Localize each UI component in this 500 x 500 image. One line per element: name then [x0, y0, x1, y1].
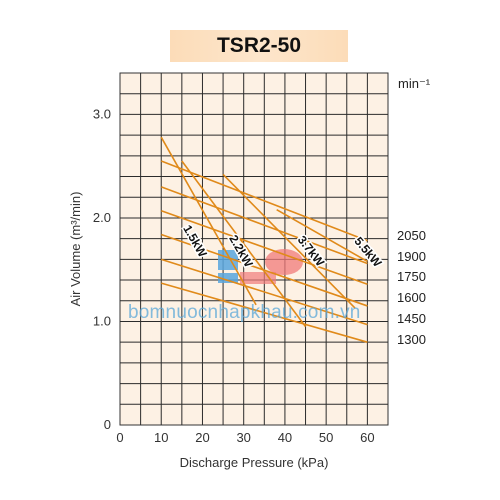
- power-limit-2.2kW: [181, 160, 307, 328]
- x-tick-label: 0: [116, 430, 123, 445]
- watermark-text: bomnuocnhapkhau.com.vn: [128, 302, 361, 323]
- grid: [120, 73, 388, 425]
- y-tick-label: 2.0: [93, 210, 111, 225]
- series-line-1900: [160, 186, 368, 265]
- y-tick-label: 0: [104, 417, 111, 432]
- y-axis-label: Air Volume (m³/min): [68, 192, 83, 307]
- x-tick-label: 20: [195, 430, 209, 445]
- rpm-label-1750: 1750: [397, 269, 426, 284]
- x-tick-label: 60: [360, 430, 374, 445]
- plot-area: [119, 72, 389, 426]
- series-line-1300: [161, 282, 368, 343]
- chart-title: TSR2-50: [170, 30, 348, 62]
- series-line-1750: [160, 209, 368, 285]
- rpm-label-1600: 1600: [397, 290, 426, 305]
- unit-label: min⁻¹: [398, 76, 431, 91]
- power-limit-lines: [160, 136, 368, 328]
- power-limit-1.5kW: [160, 136, 257, 306]
- y-tick-label: 1.0: [93, 313, 111, 328]
- axes: 0 10 20 30 40 50 60 0 1.0 2.0 3.0: [93, 106, 375, 445]
- rpm-label-1900: 1900: [397, 249, 426, 264]
- x-axis-label: Discharge Pressure (kPa): [180, 455, 329, 470]
- power-limit-3.7kW: [222, 173, 356, 309]
- power-limit-5.5kW: [276, 208, 368, 263]
- x-tick-label: 10: [154, 430, 168, 445]
- series-line-2050: [160, 160, 368, 242]
- x-tick-label: 30: [236, 430, 250, 445]
- rpm-label-1300: 1300: [397, 332, 426, 347]
- rpm-label-1450: 1450: [397, 311, 426, 326]
- y-tick-label: 3.0: [93, 106, 111, 121]
- series-line-1450: [160, 258, 368, 326]
- rpm-label-2050: 2050: [397, 228, 426, 243]
- x-tick-label: 40: [278, 430, 292, 445]
- rpm-labels: 2050 1900 1750 1600 1450 1300: [397, 228, 426, 347]
- series-lines: [160, 160, 368, 343]
- x-tick-label: 50: [319, 430, 333, 445]
